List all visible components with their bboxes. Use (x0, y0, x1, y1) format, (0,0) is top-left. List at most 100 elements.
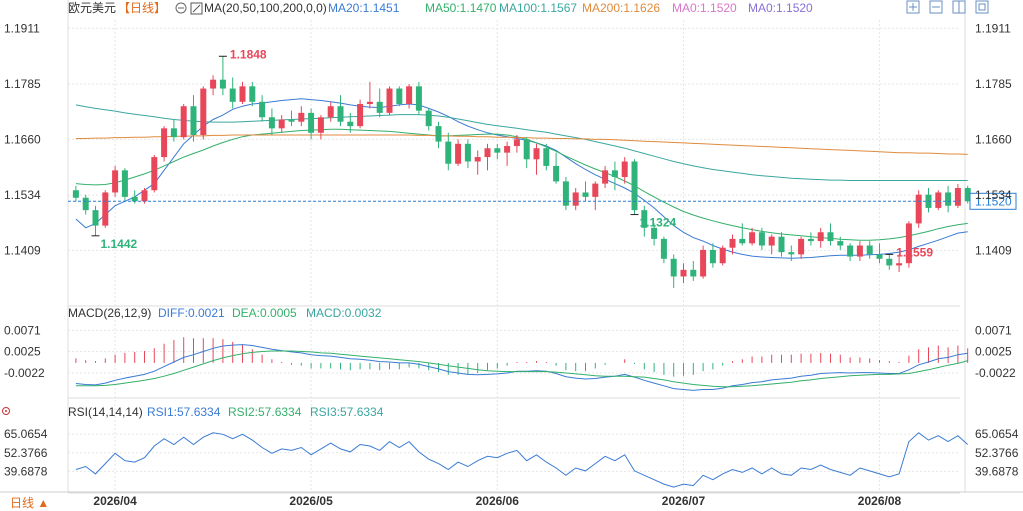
candle-body (415, 86, 422, 111)
candle-body (660, 238, 667, 259)
candle (484, 143, 491, 171)
candle (954, 184, 961, 208)
candle (572, 188, 579, 211)
candle-body (631, 161, 638, 211)
candle (621, 157, 628, 184)
zoom-out-icon[interactable] (929, 0, 943, 14)
candle-body (915, 194, 922, 224)
fullscreen-icon[interactable] (975, 0, 989, 14)
candle-body (935, 192, 942, 208)
candle-body (474, 157, 481, 162)
rsi3-label: RSI3:57.6334 (310, 405, 384, 419)
time-tick-label: 2026/04 (93, 494, 137, 508)
candle (366, 81, 373, 109)
rsi-tick-right: 52.3766 (975, 446, 1019, 460)
candle-body (886, 258, 893, 266)
macd-tick-right: -0.0022 (975, 366, 1016, 380)
candle (915, 190, 922, 228)
period-selector[interactable]: 日线 ▲ (10, 496, 49, 510)
candle-body (582, 192, 589, 197)
price-panel: 1.1520 1.1848 1.1559 1.1442 1.1324 (68, 47, 1017, 288)
candle (827, 223, 834, 246)
candle (82, 194, 89, 215)
candle (72, 185, 79, 202)
candle (190, 95, 197, 142)
candle (729, 234, 736, 255)
rsi-tick-left: 39.6878 (4, 464, 48, 478)
price-tick-right: 1.1534 (975, 188, 1012, 202)
macd-tick-right: 0.0025 (975, 344, 1012, 358)
candle (788, 245, 795, 261)
price-tick-left: 1.1534 (4, 188, 41, 202)
candle-body (621, 161, 628, 177)
price-tick-left: 1.1911 (4, 21, 40, 35)
annotation-low1: 1.1442 (101, 237, 138, 251)
candle-body (690, 269, 697, 277)
macd-dea-label: DEA:0.0005 (232, 306, 297, 320)
rsi2-label: RSI2:57.6334 (228, 405, 302, 419)
rsi-panel (75, 432, 969, 488)
candle (709, 243, 716, 268)
candle (474, 150, 481, 175)
candle-body (131, 196, 138, 202)
candle-body (386, 88, 393, 113)
candle-body (523, 139, 530, 160)
candle (680, 263, 687, 284)
settings-icon[interactable] (175, 2, 187, 14)
candle-body (758, 232, 765, 246)
split-view-icon[interactable] (952, 0, 966, 14)
crosshair-icon[interactable] (2, 407, 10, 415)
candle (249, 81, 256, 107)
candle (415, 81, 422, 116)
candle-body (700, 249, 707, 277)
candle (278, 115, 285, 133)
candle-body (406, 86, 413, 105)
candle-body (298, 112, 305, 122)
macd-diff-label: DIFF:0.0021 (158, 306, 225, 320)
candle (876, 243, 883, 264)
chart-toggle-icon[interactable] (190, 2, 203, 15)
candle-body (249, 86, 256, 102)
candle-body (749, 232, 756, 244)
candle (92, 205, 99, 236)
candle-body (259, 101, 266, 118)
rsi-title: RSI(14,14,14) (68, 405, 143, 419)
candle-body (229, 88, 236, 102)
candle-body (180, 106, 187, 138)
ma20-label: MA20:1.1451 (328, 1, 400, 15)
candle-body (611, 170, 618, 177)
candle (170, 119, 177, 142)
candle (317, 115, 324, 140)
candle-body (641, 210, 648, 228)
candle (533, 143, 540, 175)
candle-body (553, 165, 560, 182)
candle (112, 165, 119, 197)
candle (259, 95, 266, 122)
candle (641, 205, 648, 237)
candle-body (504, 146, 511, 153)
time-tick-label: 2026/05 (289, 494, 333, 508)
candle-body (778, 236, 785, 253)
candle-body (964, 188, 971, 202)
candle-body (268, 117, 275, 129)
price-tick-right: 1.1660 (975, 132, 1012, 146)
candle (543, 143, 550, 171)
candle-body (141, 190, 148, 202)
zoom-in-icon[interactable] (906, 0, 920, 14)
candle-body (92, 210, 99, 226)
candle-body (543, 148, 550, 166)
ma-line-ma100 (75, 104, 968, 181)
candle (357, 99, 364, 129)
candle-body (102, 192, 109, 226)
candle-body (847, 245, 854, 257)
candle (327, 101, 334, 122)
candle-body (445, 141, 452, 164)
macd-title: MACD(26,12,9) (68, 306, 151, 320)
candle (749, 227, 756, 246)
time-tick-label: 2026/07 (662, 494, 706, 508)
candle (161, 126, 168, 162)
candle-body (484, 148, 491, 158)
candle (268, 108, 275, 135)
candle-body (709, 249, 716, 264)
